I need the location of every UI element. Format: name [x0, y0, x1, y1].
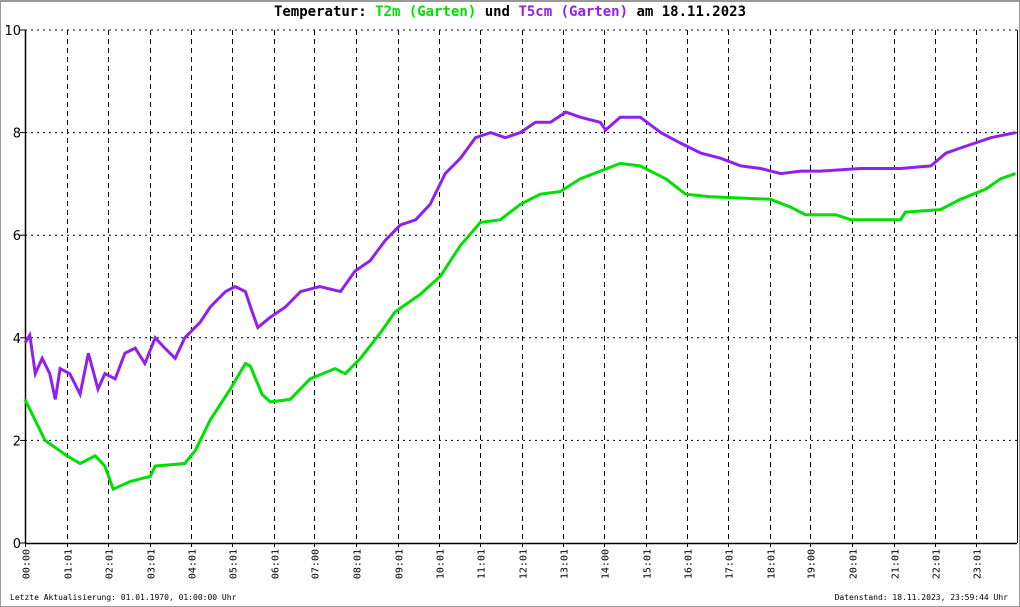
x-tick-label: 09:01 [395, 549, 406, 579]
x-tick-label: 17:01 [725, 549, 736, 579]
series-line-t2m [23, 161, 1017, 492]
x-tick-label: 18:01 [767, 549, 778, 579]
data-state-text: Datenstand: 18.11.2023, 23:59:44 Uhr [834, 593, 1008, 602]
x-tick-label: 16:01 [684, 549, 695, 579]
title-series-t2m: T2m (Garten) [375, 4, 477, 20]
y-tick-label: 0 [13, 537, 21, 552]
x-tick-label: 03:01 [147, 549, 158, 579]
x-tick-label: 10:01 [436, 549, 447, 579]
x-tick-label: 05:01 [229, 549, 240, 579]
title-series-t5cm: T5cm (Garten) [518, 4, 629, 20]
x-tick-label: 11:01 [477, 549, 488, 579]
x-tick-label: 00:00 [22, 549, 33, 579]
x-tick-label: 20:01 [849, 549, 860, 579]
x-tick-label: 23:01 [973, 549, 984, 579]
last-update-text: Letzte Aktualisierung: 01.01.1970, 01:00… [10, 593, 237, 602]
x-tick-label: 04:01 [188, 549, 199, 579]
title-und: und [484, 4, 510, 20]
x-tick-label: 06:01 [271, 549, 282, 579]
title-date: am 18.11.2023 [636, 4, 747, 20]
y-tick-label: 2 [13, 434, 21, 449]
chart-title: Temperatur: T2m (Garten) und T5cm (Garte… [0, 4, 1020, 20]
x-tick-label: 19:00 [807, 549, 818, 579]
x-tick-label: 07:00 [311, 549, 322, 579]
x-tick-label: 12:01 [519, 549, 530, 579]
series-line-t5cm [23, 110, 1016, 400]
y-tick-label: 6 [13, 229, 21, 244]
x-tick-label: 15:01 [643, 549, 654, 579]
x-tick-label: 22:01 [932, 549, 943, 579]
title-prefix: Temperatur: [273, 4, 367, 20]
x-tick-label: 14:00 [601, 549, 612, 579]
x-tick-label: 21:01 [891, 549, 902, 579]
x-tick-label: 13:01 [560, 549, 571, 579]
x-tick-label: 08:01 [353, 549, 364, 579]
y-tick-label: 8 [13, 127, 21, 142]
x-tick-label: 01:01 [64, 549, 75, 579]
y-tick-label: 4 [13, 332, 21, 347]
x-tick-label: 02:01 [105, 549, 116, 579]
y-tick-label: 10 [4, 24, 21, 39]
